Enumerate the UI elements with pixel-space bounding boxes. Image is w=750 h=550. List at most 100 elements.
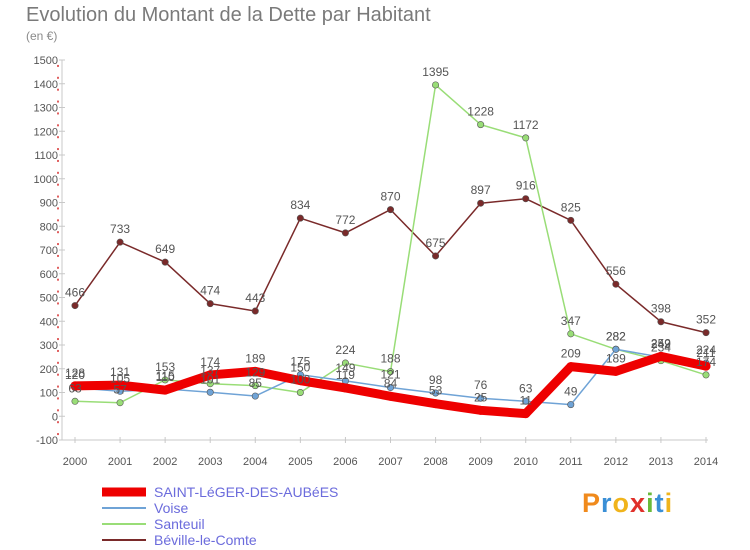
data-point-0: [656, 351, 666, 361]
x-tick-label: 2014: [694, 456, 718, 468]
data-point-3: [161, 258, 169, 266]
chart-title: Evolution du Montant de la Dette par Hab…: [26, 4, 431, 26]
data-label-0: 11: [519, 394, 532, 408]
chart-unit: (en €): [26, 29, 58, 43]
data-label-0: 211: [696, 346, 715, 360]
data-point-2: [477, 121, 485, 129]
y-tick-label: 1300: [34, 103, 58, 115]
x-tick-label: 2000: [63, 456, 87, 468]
data-label-3: 870: [380, 190, 400, 204]
data-point-0: [295, 376, 305, 386]
data-label-2: 347: [561, 314, 581, 328]
data-label-1: 175: [290, 355, 310, 369]
y-tick-label: 1000: [34, 174, 58, 186]
data-point-3: [206, 300, 214, 308]
y-minor-tick: [57, 231, 59, 234]
y-minor-tick: [57, 76, 59, 79]
data-point-2: [567, 330, 575, 338]
data-point-2: [206, 380, 214, 388]
y-tick-label: 400: [40, 316, 58, 328]
data-label-3: 474: [200, 284, 220, 298]
data-label-1: 63: [519, 381, 533, 395]
data-point-3: [432, 252, 440, 260]
data-point-3: [251, 307, 259, 315]
legend-item-saint-leger[interactable]: SAINT-LéGER-DES-AUBéES: [100, 484, 338, 500]
data-point-1: [612, 345, 620, 353]
y-tick-label: 700: [40, 245, 58, 257]
data-point-3: [341, 229, 349, 237]
data-label-0: 131: [110, 365, 130, 379]
data-label-0: 174: [200, 355, 220, 369]
legend-item-beville[interactable]: Béville-le-Comte: [100, 532, 338, 548]
y-tick-label: 200: [40, 364, 58, 376]
data-point-2: [432, 81, 440, 89]
legend-item-voise[interactable]: Voise: [100, 500, 338, 516]
legend-swatch-beville: [102, 539, 146, 541]
data-point-1: [386, 384, 394, 392]
legend-label-saint-leger: SAINT-LéGER-DES-AUBéES: [154, 484, 339, 500]
data-point-3: [116, 238, 124, 246]
data-label-1: 249: [651, 337, 671, 351]
data-point-0: [521, 409, 531, 419]
y-minor-tick: [57, 338, 59, 341]
y-tick-label: -100: [36, 435, 58, 447]
y-minor-tick: [57, 278, 59, 281]
data-label-3: 675: [426, 236, 446, 250]
data-point-1: [522, 397, 530, 405]
y-minor-tick: [57, 373, 59, 376]
data-label-0: 119: [336, 368, 355, 382]
y-tick-label: 500: [40, 293, 58, 305]
data-label-0: 53: [429, 384, 443, 398]
data-label-1: 76: [474, 378, 488, 392]
data-label-2: 174: [696, 355, 716, 369]
y-minor-tick: [57, 171, 59, 174]
x-tick-label: 2007: [378, 456, 402, 468]
data-label-3: 466: [65, 286, 85, 300]
data-label-2: 1395: [422, 65, 449, 79]
logo-letter: o: [612, 488, 631, 518]
data-point-0: [386, 391, 395, 401]
data-point-2: [251, 382, 259, 390]
y-tick-label: 900: [40, 198, 58, 210]
data-label-2: 188: [380, 352, 400, 366]
data-label-3: 352: [696, 313, 716, 327]
data-label-0: 110: [156, 370, 175, 384]
data-label-2: 282: [606, 329, 626, 343]
logo-letter: x: [630, 488, 647, 518]
data-label-1: 121: [380, 368, 400, 382]
data-label-1: 49: [564, 385, 578, 399]
x-tick-label: 2001: [108, 456, 132, 468]
y-minor-tick: [57, 183, 59, 186]
y-minor-tick: [57, 266, 59, 269]
data-label-1: 85: [249, 376, 263, 390]
data-label-3: 556: [606, 264, 626, 278]
data-point-0: [70, 381, 80, 391]
legend-label-voise: Voise: [154, 500, 189, 516]
data-label-0: 209: [561, 347, 581, 361]
y-minor-tick: [57, 243, 59, 246]
data-point-2: [386, 368, 394, 376]
y-minor-tick: [57, 88, 59, 91]
data-label-2: 224: [335, 343, 355, 357]
y-minor-tick: [57, 433, 59, 436]
data-point-0: [566, 362, 576, 372]
y-minor-tick: [57, 207, 59, 210]
x-tick-label: 2013: [649, 456, 673, 468]
x-tick-label: 2012: [604, 456, 628, 468]
data-label-3: 772: [335, 213, 355, 227]
y-tick-label: 300: [40, 340, 58, 352]
data-label-1: 224: [696, 343, 716, 357]
data-point-1: [432, 389, 440, 397]
logo-letter: r: [601, 488, 613, 518]
data-point-1: [477, 394, 485, 402]
y-minor-tick: [57, 314, 59, 317]
legend-swatch-saint-leger: [102, 487, 146, 497]
data-point-3: [386, 206, 394, 214]
y-tick-label: 0: [52, 411, 58, 423]
data-label-2: 1228: [467, 105, 494, 119]
data-point-3: [567, 216, 575, 224]
legend-item-santeuil[interactable]: Santeuil: [100, 516, 338, 532]
x-tick-label: 2005: [288, 456, 312, 468]
